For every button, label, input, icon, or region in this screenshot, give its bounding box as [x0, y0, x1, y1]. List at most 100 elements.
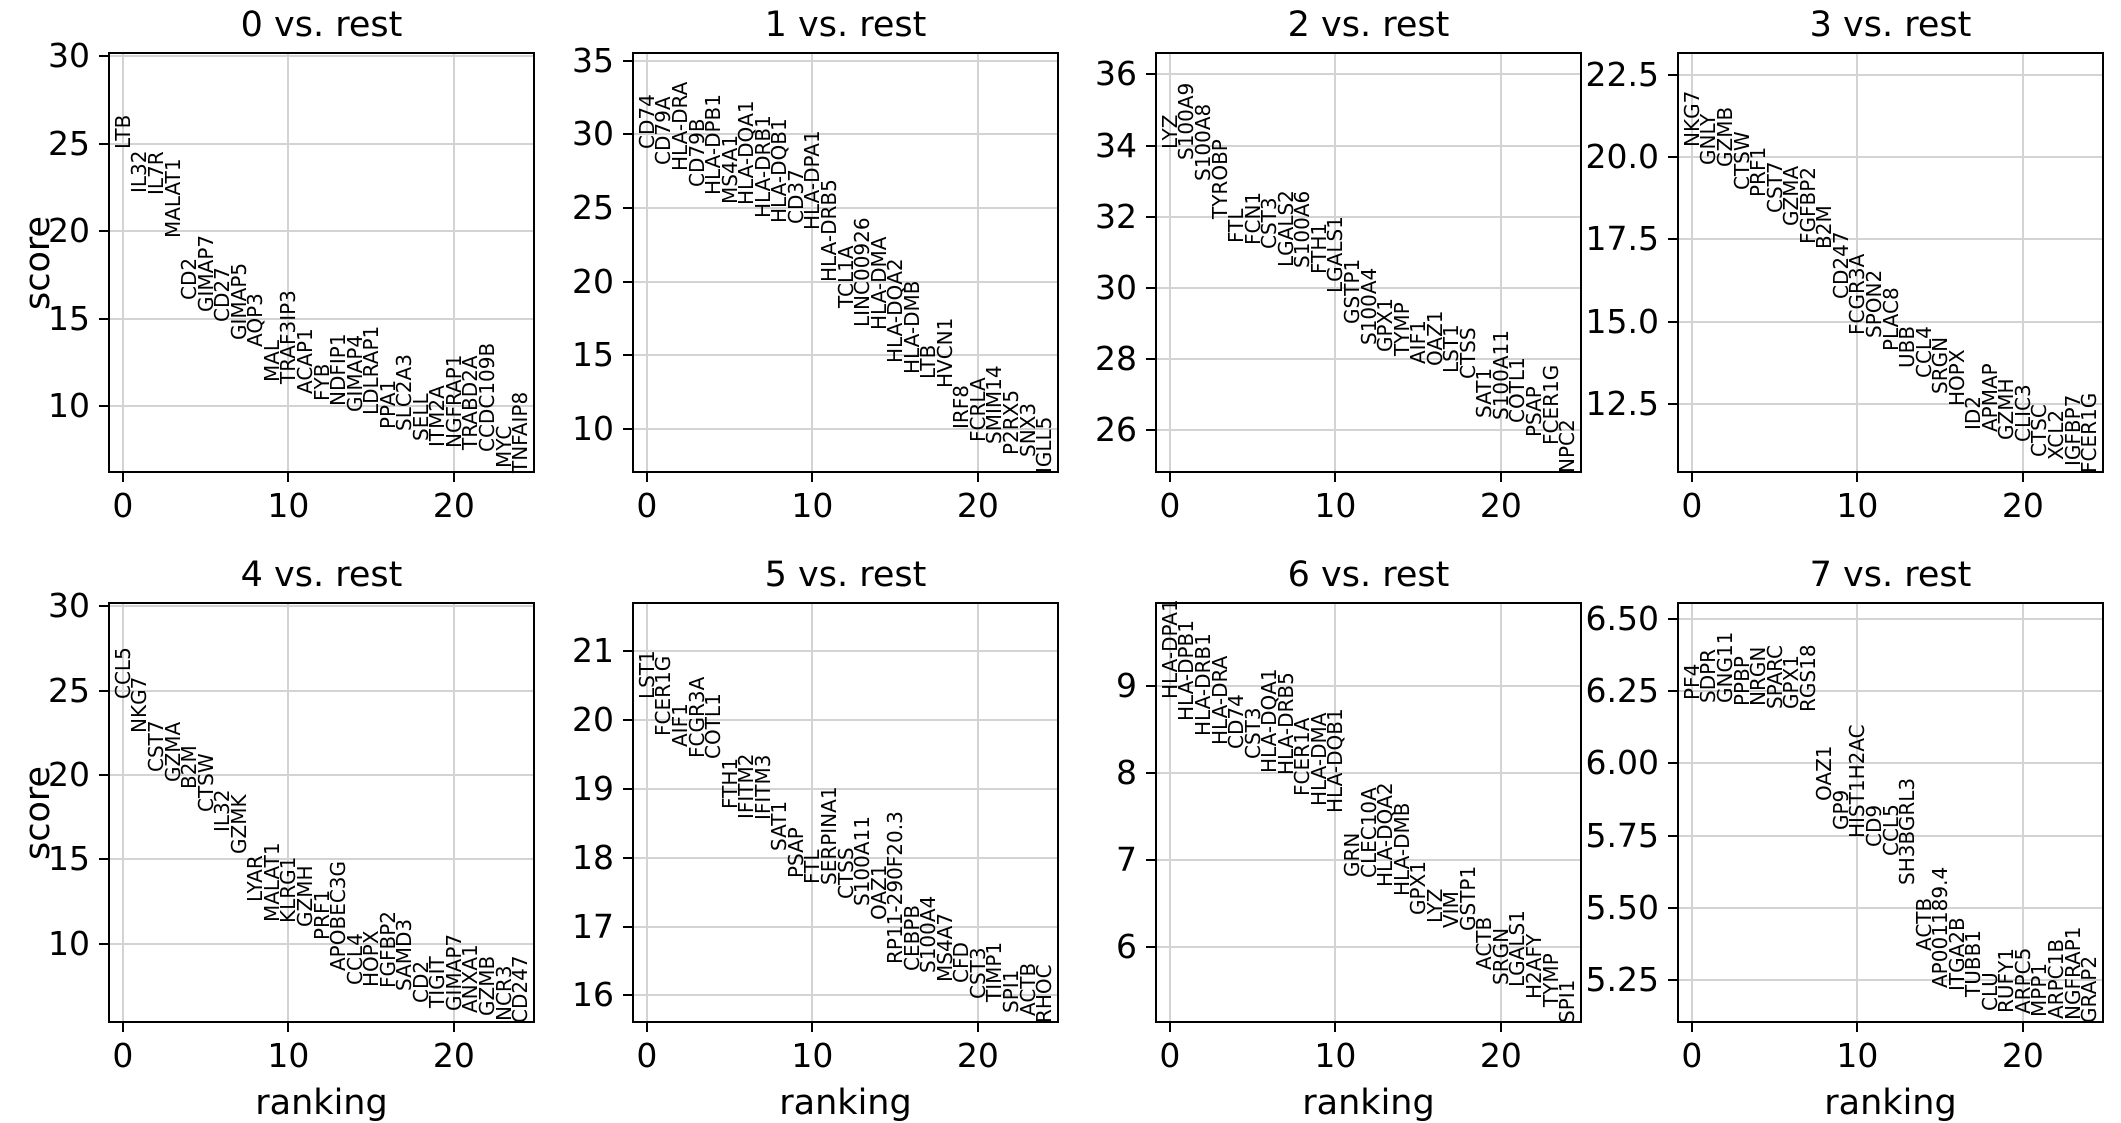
- y-tick-mark: [623, 207, 632, 210]
- gridline-horizontal: [634, 856, 1057, 859]
- y-tick-mark: [1668, 402, 1677, 405]
- x-tick-mark: [121, 1023, 124, 1032]
- gene-label: HVCN1: [932, 317, 957, 388]
- gridline-vertical: [976, 54, 979, 471]
- gene-label: NPC2: [1555, 419, 1580, 473]
- gridline-vertical: [2021, 604, 2024, 1021]
- y-tick-mark: [1146, 772, 1155, 775]
- gridline-horizontal: [634, 354, 1057, 357]
- gridline-horizontal: [1157, 429, 1580, 432]
- x-tick-label: 20: [1479, 486, 1522, 525]
- x-tick-mark: [2021, 473, 2024, 482]
- x-tick-mark: [1856, 1023, 1859, 1032]
- gene-label: LTB: [110, 114, 135, 150]
- y-tick-mark: [1668, 906, 1677, 909]
- y-tick-mark: [1146, 73, 1155, 76]
- y-tick-label: 20: [48, 755, 90, 795]
- plot-area: [1155, 602, 1582, 1023]
- gridline-horizontal: [1157, 215, 1580, 218]
- y-tick-mark: [1668, 978, 1677, 981]
- y-tick-label: 25: [572, 188, 614, 228]
- gridline-horizontal: [1679, 690, 2102, 693]
- gridline-horizontal: [1679, 238, 2102, 241]
- gridline-horizontal: [1157, 144, 1580, 147]
- x-tick-mark: [121, 473, 124, 482]
- gridline-horizontal: [1157, 685, 1580, 688]
- y-tick-label: 21: [572, 630, 614, 670]
- plot-area: [632, 602, 1059, 1023]
- gene-label: SH3BGRL3: [1895, 777, 1920, 885]
- y-tick-label: 7: [1116, 840, 1137, 880]
- x-tick-label: 20: [2001, 486, 2044, 525]
- x-tick-mark: [287, 473, 290, 482]
- y-tick-label: 15.0: [1585, 301, 1659, 341]
- gridline-vertical: [645, 604, 648, 1021]
- x-tick-label: 0: [636, 486, 658, 525]
- y-tick-mark: [1146, 859, 1155, 862]
- gridline-horizontal: [634, 207, 1057, 210]
- y-tick-mark: [1146, 358, 1155, 361]
- gridline-vertical: [1690, 54, 1693, 471]
- gridline-horizontal: [1679, 320, 2102, 323]
- x-tick-label: 0: [112, 1036, 134, 1075]
- y-tick-label: 15: [572, 335, 614, 375]
- y-tick-label: 12.5: [1585, 383, 1659, 423]
- y-tick-mark: [99, 858, 108, 861]
- x-axis-label: ranking: [1302, 1083, 1435, 1123]
- y-tick-label: 30: [572, 114, 614, 154]
- gene-label: RGS18: [1795, 644, 1820, 712]
- y-tick-mark: [99, 689, 108, 692]
- gridline-horizontal: [1679, 74, 2102, 77]
- gridline-horizontal: [1679, 762, 2102, 765]
- y-tick-mark: [99, 230, 108, 233]
- gridline-horizontal: [1157, 358, 1580, 361]
- y-tick-mark: [1668, 618, 1677, 621]
- y-tick-label: 25: [48, 123, 90, 163]
- x-tick-label: 10: [791, 486, 834, 525]
- gridline-horizontal: [110, 142, 533, 145]
- gene-label: GRAP2: [2077, 955, 2102, 1023]
- x-tick-mark: [1168, 473, 1171, 482]
- y-axis-label: score: [18, 215, 58, 310]
- gene-label: COTL1: [701, 693, 726, 760]
- plot-area: [632, 52, 1059, 473]
- plot-area: [108, 52, 535, 473]
- gridline-horizontal: [634, 718, 1057, 721]
- y-tick-label: 28: [1095, 339, 1137, 379]
- gridline-vertical: [121, 604, 124, 1021]
- y-tick-mark: [623, 133, 632, 136]
- y-tick-label: 20: [572, 699, 614, 739]
- x-axis-label: ranking: [1824, 1083, 1957, 1123]
- x-tick-label: 10: [1836, 486, 1879, 525]
- gridline-horizontal: [1679, 156, 2102, 159]
- y-axis-label: score: [18, 765, 58, 860]
- y-tick-mark: [623, 59, 632, 62]
- gridline-vertical: [1856, 54, 1859, 471]
- y-tick-mark: [1146, 144, 1155, 147]
- subplot-title: 1 vs. rest: [764, 5, 927, 45]
- gridline-horizontal: [110, 689, 533, 692]
- x-tick-label: 0: [1159, 486, 1181, 525]
- y-tick-mark: [1668, 834, 1677, 837]
- y-tick-label: 18: [572, 837, 614, 877]
- x-tick-mark: [976, 1023, 979, 1032]
- x-tick-mark: [1690, 473, 1693, 482]
- y-tick-label: 19: [572, 768, 614, 808]
- y-tick-mark: [99, 55, 108, 58]
- x-tick-label: 20: [2001, 1036, 2044, 1075]
- gridline-vertical: [811, 604, 814, 1021]
- x-tick-mark: [1334, 473, 1337, 482]
- y-tick-label: 30: [48, 36, 90, 76]
- y-tick-label: 8: [1116, 753, 1137, 793]
- subplot-title: 4 vs. rest: [240, 555, 403, 595]
- x-tick-mark: [811, 473, 814, 482]
- y-tick-mark: [623, 649, 632, 652]
- x-tick-label: 0: [636, 1036, 658, 1075]
- y-tick-label: 6.00: [1585, 743, 1659, 783]
- gridline-vertical: [645, 54, 648, 471]
- gridline-vertical: [1856, 604, 1859, 1021]
- y-tick-mark: [99, 142, 108, 145]
- gridline-horizontal: [634, 59, 1057, 62]
- gene-label: TYROBP: [1207, 138, 1232, 219]
- gridline-vertical: [287, 54, 290, 471]
